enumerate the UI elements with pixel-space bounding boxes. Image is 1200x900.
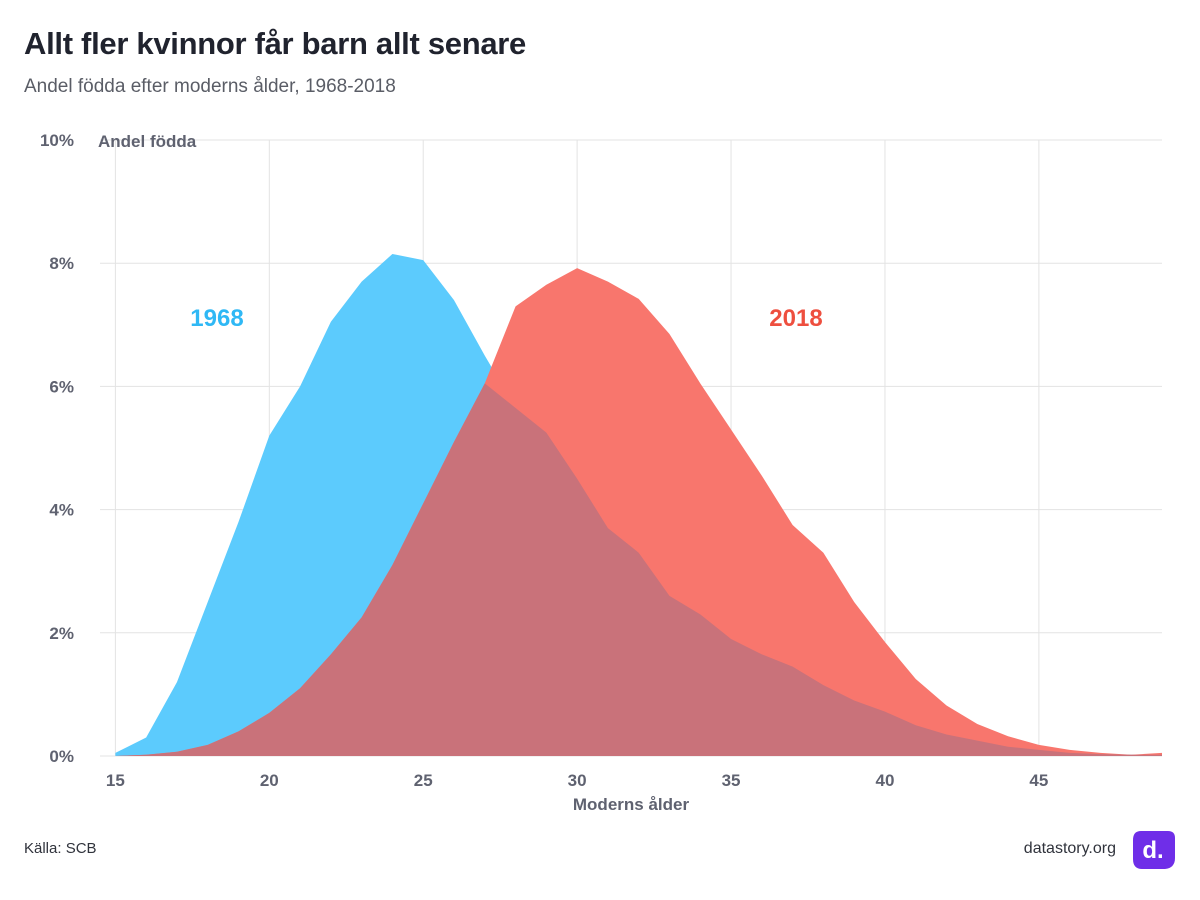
logo-text: d. [1142,837,1163,864]
series-label-1968: 1968 [190,305,243,332]
chart-title: Allt fler kvinnor får barn allt senare [24,26,526,61]
y-tick-label: 2% [49,624,74,643]
y-tick-labels: 0% 2% 4% 6% 8% 10% [40,131,74,766]
y-tick-label: 10% [40,131,74,150]
series-label-2018: 2018 [769,305,822,332]
y-tick-label: 0% [49,747,74,766]
area-overlap [115,383,1162,756]
source-note: Källa: SCB [24,840,97,857]
x-tick-labels: 15 20 25 30 35 40 45 [106,771,1048,790]
site-link[interactable]: datastory.org [1023,840,1116,857]
chart-subtitle: Andel födda efter moderns ålder, 1968-20… [24,76,396,97]
y-tick-label: 8% [49,254,74,273]
x-tick-label: 25 [414,771,433,790]
x-tick-label: 15 [106,771,125,790]
y-tick-label: 4% [49,501,74,520]
series-areas [115,253,1162,756]
y-axis-title: Andel födda [98,132,197,151]
y-tick-label: 6% [49,377,74,396]
x-axis-title: Moderns ålder [573,795,690,814]
x-tick-label: 40 [875,771,894,790]
x-tick-label: 35 [722,771,741,790]
datastory-logo[interactable]: d. [1132,828,1176,870]
x-tick-label: 45 [1029,771,1048,790]
x-tick-label: 20 [260,771,279,790]
x-tick-label: 30 [568,771,587,790]
